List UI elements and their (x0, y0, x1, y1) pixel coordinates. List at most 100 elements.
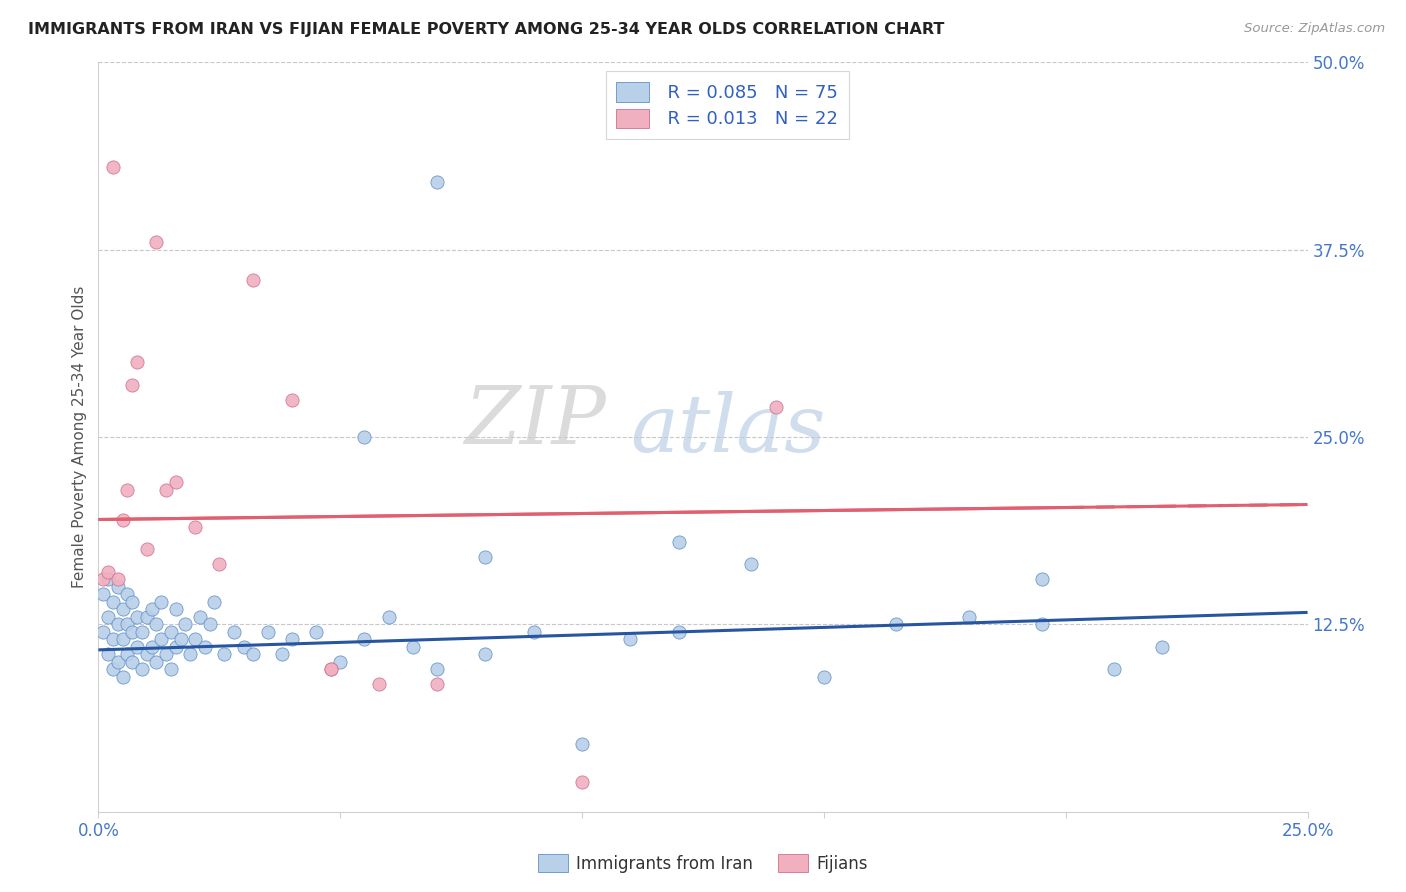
Point (101, 595, 124, 609)
Point (208, 558, 231, 572)
Point (329, 655, 352, 669)
Point (155, 483, 177, 497)
Point (107, 617, 129, 632)
Point (141, 602, 163, 616)
Legend:   R = 0.085   N = 75,   R = 0.013   N = 22: R = 0.085 N = 75, R = 0.013 N = 22 (606, 71, 849, 139)
Point (97, 573, 120, 587)
Point (184, 632, 207, 647)
Point (271, 648, 294, 662)
Point (474, 549, 496, 564)
Point (111, 602, 134, 616)
Point (111, 670, 134, 684)
Point (571, 737, 593, 751)
Point (135, 610, 157, 624)
Point (107, 573, 129, 587)
Point (111, 512, 134, 526)
Point (107, 580, 129, 594)
Point (426, 175, 449, 189)
Point (135, 542, 157, 557)
Point (135, 648, 157, 662)
Point (141, 640, 163, 654)
Point (91, 587, 114, 601)
Point (101, 662, 124, 676)
Point (184, 520, 207, 534)
Point (179, 648, 201, 662)
Point (150, 595, 173, 609)
Point (97, 610, 120, 624)
Point (127, 355, 149, 369)
Point (242, 648, 264, 662)
Legend: Immigrants from Iran, Fijians: Immigrants from Iran, Fijians (531, 847, 875, 880)
Point (222, 624, 245, 639)
Point (319, 662, 342, 676)
Text: ZIP: ZIP (464, 384, 606, 461)
Point (127, 640, 149, 654)
Point (281, 632, 304, 647)
Point (194, 640, 217, 654)
Point (145, 655, 167, 669)
Point (97, 565, 120, 579)
Point (1152, 640, 1174, 654)
Point (101, 161, 124, 175)
Point (165, 602, 187, 616)
Point (117, 617, 139, 632)
Point (232, 640, 254, 654)
Point (101, 632, 124, 647)
Point (668, 624, 690, 639)
Point (426, 677, 449, 691)
Point (353, 632, 375, 647)
Point (571, 774, 593, 789)
Point (198, 617, 221, 632)
Point (169, 632, 191, 647)
Point (174, 617, 197, 632)
Point (91, 624, 114, 639)
Point (117, 483, 139, 497)
Point (165, 475, 187, 489)
Point (131, 662, 153, 676)
Point (150, 632, 173, 647)
Point (242, 273, 264, 287)
Text: IMMIGRANTS FROM IRAN VS FIJIAN FEMALE POVERTY AMONG 25-34 YEAR OLDS CORRELATION : IMMIGRANTS FROM IRAN VS FIJIAN FEMALE PO… (28, 22, 945, 37)
Point (305, 624, 328, 639)
Point (117, 648, 139, 662)
Point (127, 610, 149, 624)
Y-axis label: Female Poverty Among 25-34 Year Olds: Female Poverty Among 25-34 Year Olds (72, 286, 87, 588)
Point (1031, 573, 1053, 587)
Point (523, 624, 546, 639)
Point (256, 624, 278, 639)
Point (111, 632, 134, 647)
Point (117, 587, 139, 601)
Point (165, 640, 187, 654)
Point (886, 617, 908, 632)
Text: Source: ZipAtlas.com: Source: ZipAtlas.com (1244, 22, 1385, 36)
Point (121, 624, 143, 639)
Point (121, 655, 143, 669)
Point (107, 655, 129, 669)
Point (160, 662, 183, 676)
Point (765, 400, 787, 414)
Point (813, 670, 835, 684)
Point (188, 610, 211, 624)
Point (121, 377, 143, 392)
Point (160, 624, 183, 639)
Point (1102, 662, 1125, 676)
Text: atlas: atlas (630, 391, 825, 468)
Point (377, 610, 399, 624)
Point (121, 595, 143, 609)
Point (619, 632, 641, 647)
Point (402, 640, 425, 654)
Point (426, 662, 449, 676)
Point (145, 235, 167, 250)
Point (957, 610, 980, 624)
Point (145, 617, 167, 632)
Point (319, 662, 342, 676)
Point (281, 392, 304, 407)
Point (155, 648, 177, 662)
Point (97, 648, 120, 662)
Point (204, 595, 226, 609)
Point (474, 648, 496, 662)
Point (91, 573, 114, 587)
Point (668, 535, 690, 549)
Point (353, 430, 375, 444)
Point (1031, 617, 1053, 632)
